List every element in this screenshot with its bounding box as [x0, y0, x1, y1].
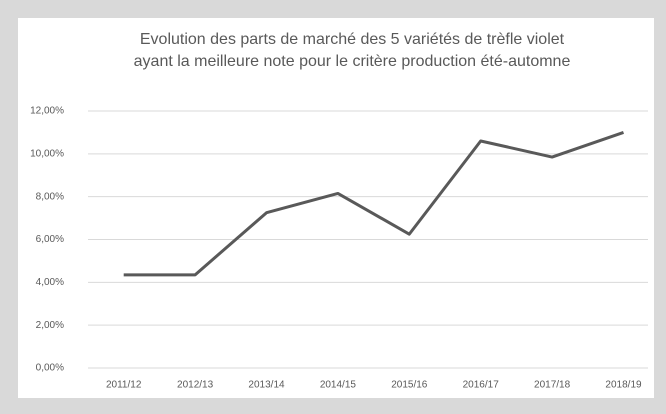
x-tick-label: 2016/17: [463, 380, 500, 391]
x-tick-label: 2015/16: [391, 380, 428, 391]
y-tick-label: 12,00%: [30, 106, 64, 117]
chart-title: Evolution des parts de marché des 5 vari…: [140, 31, 565, 48]
y-tick-label: 8,00%: [36, 191, 64, 202]
x-tick-label: 2018/19: [605, 380, 642, 391]
x-tick-label: 2017/18: [534, 380, 571, 391]
x-tick-label: 2012/13: [177, 380, 214, 391]
y-tick-label: 0,00%: [36, 363, 64, 374]
x-tick-label: 2013/14: [248, 380, 285, 391]
x-tick-label: 2014/15: [320, 380, 357, 391]
x-tick-label: 2011/12: [106, 380, 142, 391]
data-line: [123, 130, 624, 277]
chart-title: ayant la meilleure note pour le critère …: [134, 53, 571, 70]
y-tick-label: 2,00%: [36, 320, 64, 331]
chart-area: [18, 18, 654, 398]
y-tick-label: 10,00%: [30, 148, 64, 159]
y-tick-label: 4,00%: [36, 277, 64, 288]
y-tick-label: 6,00%: [36, 234, 64, 245]
